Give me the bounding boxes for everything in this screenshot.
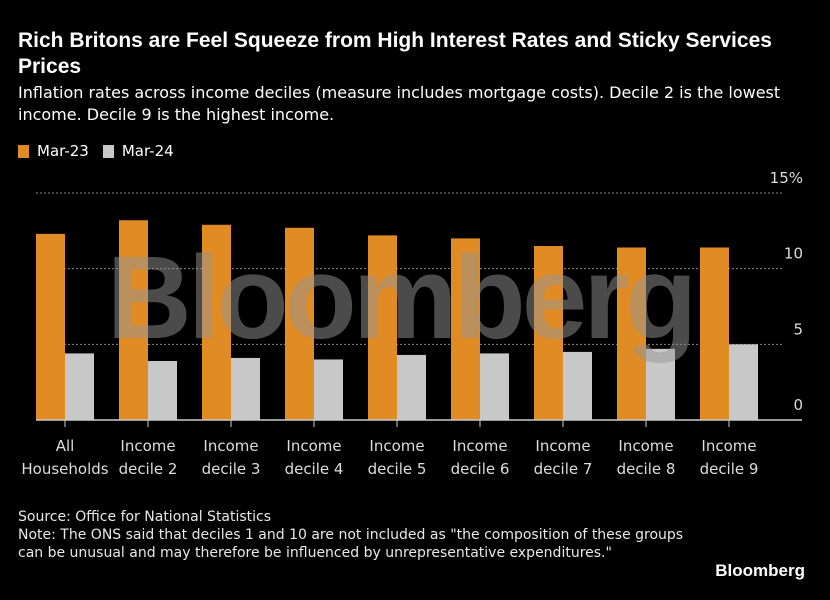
- bar-mar-23: [451, 238, 480, 420]
- x-tick-label: decile 8: [617, 460, 676, 478]
- bar-mar-24: [646, 348, 675, 420]
- bar-mar-23: [202, 224, 231, 420]
- legend-item-mar-23: Mar-23: [18, 142, 89, 160]
- bloomberg-watermark: Bloomberg: [107, 232, 694, 364]
- bar-mar-23: [119, 220, 148, 420]
- y-tick-label: 10: [784, 245, 803, 263]
- bar-mar-23: [368, 235, 397, 420]
- legend-swatch-mar-24: [102, 144, 114, 158]
- x-tick-label: Income: [369, 437, 424, 455]
- x-tick-label: Income: [701, 437, 756, 455]
- legend-label: Mar-23: [37, 142, 89, 160]
- x-tick-label: All: [56, 437, 75, 455]
- note-text: Note: The ONS said that deciles 1 and 10…: [18, 527, 684, 561]
- bar-mar-24: [148, 360, 177, 420]
- x-tick-label: decile 4: [285, 460, 344, 478]
- bloomberg-logo: Bloomberg: [715, 561, 805, 580]
- bar-mar-24: [480, 353, 509, 420]
- bar-mar-24: [314, 359, 343, 420]
- y-tick-label: 5: [793, 320, 803, 338]
- bar-mar-24: [729, 344, 758, 420]
- legend-label: Mar-24: [121, 142, 174, 160]
- x-tick-label: decile 9: [700, 460, 759, 478]
- x-tick-label: decile 2: [119, 460, 178, 478]
- bar-mar-23: [36, 233, 65, 420]
- legend: Mar-23 Mar-24: [18, 142, 174, 160]
- source-text: Source: Office for National Statistics: [18, 509, 272, 525]
- bar-mar-24: [563, 351, 592, 420]
- x-tick-label: decile 5: [368, 460, 427, 478]
- bar-mar-23: [700, 247, 729, 420]
- chart-title: Rich Britons are Feel Squeeze from High …: [18, 29, 772, 78]
- x-tick-label: decile 7: [534, 460, 593, 478]
- legend-item-mar-24: Mar-24: [102, 142, 174, 160]
- bar-mar-24: [231, 357, 260, 420]
- bar-mar-23: [285, 227, 314, 420]
- x-tick-label: decile 3: [202, 460, 261, 478]
- y-tick-label: 0: [793, 396, 803, 414]
- x-tick-label: decile 6: [451, 460, 510, 478]
- x-tick-label: Income: [618, 437, 673, 455]
- x-tick-label: Households: [21, 460, 108, 478]
- y-tick-label: 15%: [770, 169, 803, 187]
- chart-subtitle: Inflation rates across income deciles (m…: [18, 83, 781, 124]
- bar-mar-24: [397, 354, 426, 420]
- x-tick-label: Income: [535, 437, 590, 455]
- bar-mar-23: [617, 247, 646, 420]
- bar-mar-23: [534, 245, 563, 420]
- bar-mar-24: [65, 353, 94, 420]
- footnotes: Source: Office for National Statistics N…: [18, 508, 698, 562]
- x-tick-label: Income: [452, 437, 507, 455]
- x-tick-label: Income: [120, 437, 175, 455]
- x-tick-label: Income: [286, 437, 341, 455]
- legend-swatch-mar-23: [18, 144, 29, 158]
- x-tick-label: Income: [203, 437, 258, 455]
